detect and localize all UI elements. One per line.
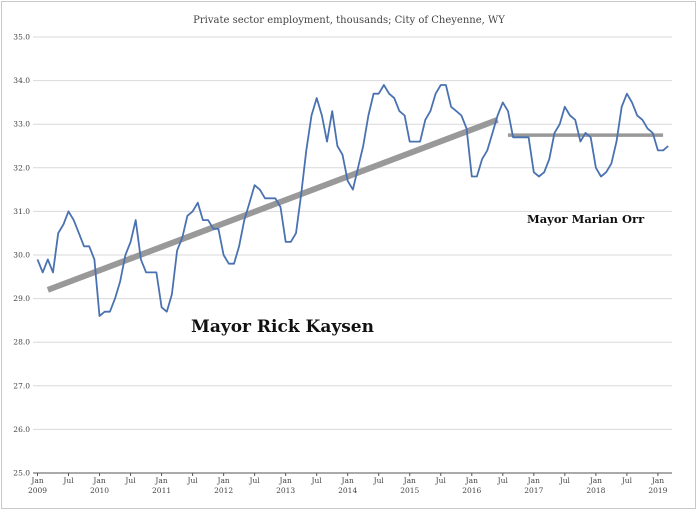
y-tick-label: 28.0 bbox=[13, 338, 30, 347]
y-tick-label: 29.0 bbox=[13, 294, 30, 303]
y-tick-label: 31.0 bbox=[13, 207, 30, 216]
x-tick-year-label: 2009 bbox=[28, 486, 47, 495]
x-tick-year-label: 2015 bbox=[400, 486, 419, 495]
y-tick-label: 35.0 bbox=[13, 33, 30, 42]
x-tick-label: Jan bbox=[341, 476, 354, 485]
x-tick-year-label: 2014 bbox=[338, 486, 357, 495]
x-tick-year-label: 2012 bbox=[214, 486, 233, 495]
x-tick-label: Jul bbox=[311, 476, 323, 485]
x-tick-year-label: 2019 bbox=[648, 486, 667, 495]
x-tick-label: Jul bbox=[62, 476, 74, 485]
y-tick-label: 25.0 bbox=[13, 469, 30, 478]
series-line-employment bbox=[36, 84, 669, 317]
x-tick-label: Jul bbox=[249, 476, 261, 485]
x-tick-label: Jan bbox=[527, 476, 540, 485]
y-tick-label: 30.0 bbox=[13, 251, 30, 260]
x-tick-year-label: 2016 bbox=[462, 486, 481, 495]
x-tick-year-label: 2011 bbox=[152, 486, 171, 495]
x-tick-year-label: 2010 bbox=[90, 486, 109, 495]
x-tick-label: Jan bbox=[279, 476, 292, 485]
data-series bbox=[36, 84, 669, 317]
x-tick-label: Jul bbox=[124, 476, 136, 485]
annotation-kaysen: Mayor Rick Kaysen bbox=[191, 317, 374, 337]
y-tick-label: 33.0 bbox=[13, 120, 30, 129]
y-tick-label: 26.0 bbox=[13, 425, 30, 434]
x-tick-year-label: 2018 bbox=[586, 486, 605, 495]
x-tick-label: Jul bbox=[497, 476, 509, 485]
y-axis: 25.0 26.0 27.0 28.0 29.0 30.0 31.0 32.0 33.0 34.0… bbox=[13, 33, 30, 478]
annotation-orr: Mayor Marian Orr bbox=[527, 212, 645, 226]
x-tick-year-label: 2013 bbox=[276, 486, 295, 495]
x-tick-label: Jul bbox=[186, 476, 198, 485]
x-tick-label: Jul bbox=[621, 476, 633, 485]
x-tick-year-label: 2017 bbox=[524, 486, 543, 495]
x-tick-label: Jan bbox=[30, 476, 43, 485]
x-tick-label: Jan bbox=[589, 476, 602, 485]
x-tick-label: Jul bbox=[435, 476, 447, 485]
trend-lines bbox=[46, 117, 664, 293]
x-tick-label: Jan bbox=[92, 476, 105, 485]
x-tick-label: Jan bbox=[465, 476, 478, 485]
grid-lines bbox=[33, 36, 672, 474]
trend-line-kaysen bbox=[46, 117, 499, 293]
y-tick-label: 34.0 bbox=[13, 76, 30, 85]
x-tick-label: Jul bbox=[559, 476, 571, 485]
x-tick-label: Jul bbox=[373, 476, 385, 485]
y-tick-label: 32.0 bbox=[13, 163, 30, 172]
y-tick-label: 27.0 bbox=[13, 381, 30, 390]
chart-title: Private sector employment, thousands; Ci… bbox=[193, 15, 505, 26]
x-tick-label: Jan bbox=[403, 476, 416, 485]
x-tick-label: Jan bbox=[651, 476, 664, 485]
x-tick-label: Jan bbox=[216, 476, 229, 485]
x-tick-label: Jan bbox=[154, 476, 167, 485]
